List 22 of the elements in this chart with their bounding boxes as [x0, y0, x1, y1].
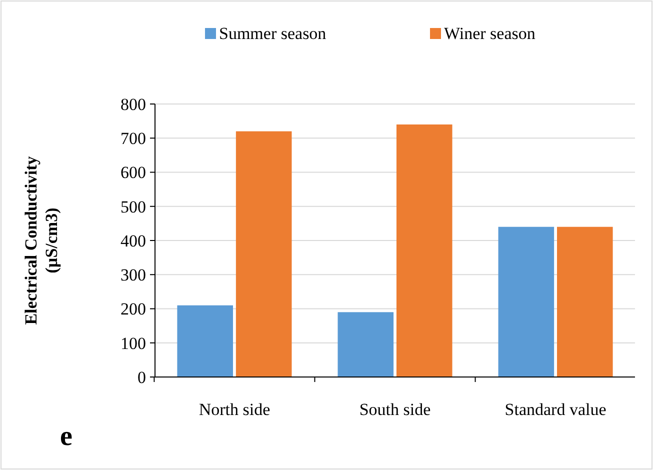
y-tick-label: 100: [120, 334, 146, 353]
y-tick-label: 600: [120, 163, 146, 182]
bar: [498, 226, 554, 377]
y-tick-label: 800: [120, 94, 146, 114]
x-tick-label: North side: [198, 400, 270, 419]
bar: [338, 312, 394, 377]
y-tick-label: 200: [120, 300, 146, 319]
bar: [177, 305, 233, 377]
text: e: [60, 421, 72, 452]
y-tick-label: 0: [138, 368, 146, 387]
legend-label: Summer season: [219, 24, 327, 43]
x-tick-label: Standard value: [504, 400, 606, 419]
y-tick-label: 400: [120, 231, 146, 250]
y-tick-label: 500: [120, 197, 146, 216]
bar: [396, 124, 452, 377]
bar: [557, 226, 613, 377]
legend-label: Winer season: [444, 24, 536, 43]
y-tick-label: 300: [120, 266, 146, 285]
bar: [236, 131, 292, 377]
y-axis-title: Electrical Conductivity (µS/cm3): [22, 156, 61, 325]
y-tick-label: 700: [120, 129, 146, 148]
x-tick-label: South side: [359, 400, 431, 419]
